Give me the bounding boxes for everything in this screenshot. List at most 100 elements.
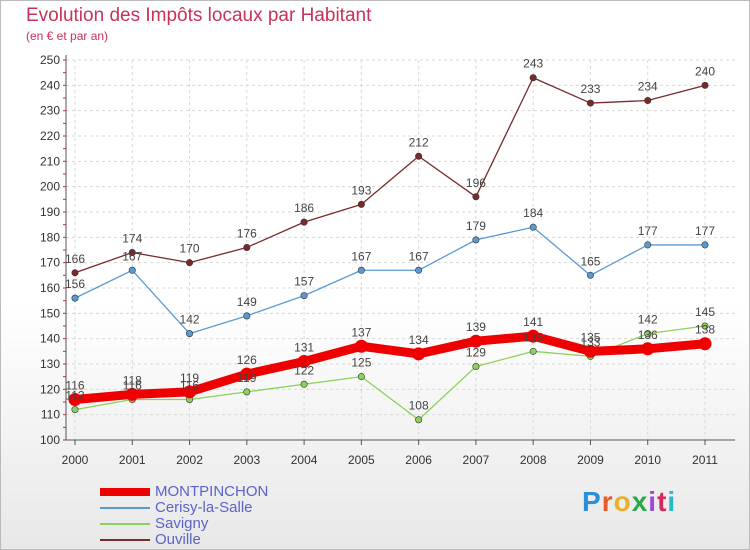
data-label-cerisy-la-salle: 165 bbox=[580, 254, 600, 268]
data-label-savigny: 119 bbox=[237, 371, 256, 385]
legend-label: Ouville bbox=[155, 531, 201, 548]
data-point-montpinchon bbox=[526, 329, 540, 343]
data-point-montpinchon bbox=[469, 334, 483, 348]
y-tick-label: 140 bbox=[40, 332, 60, 346]
data-label-ouville: 196 bbox=[466, 176, 486, 190]
data-point-cerisy-la-salle bbox=[300, 292, 308, 300]
data-label-cerisy-la-salle: 149 bbox=[237, 295, 257, 309]
series-line-montpinchon bbox=[70, 331, 710, 404]
data-point-montpinchon bbox=[641, 342, 655, 356]
data-label-montpinchon: 141 bbox=[523, 315, 543, 329]
series-line-ouville bbox=[74, 77, 706, 274]
y-tick-label: 230 bbox=[40, 104, 60, 118]
x-tick-label: 2009 bbox=[577, 453, 604, 467]
data-point-savigny bbox=[472, 363, 480, 371]
data-point-ouville bbox=[586, 99, 594, 107]
y-tick-label: 210 bbox=[40, 154, 60, 168]
legend-label: Cerisy-la-Salle bbox=[155, 499, 253, 516]
x-tick-label: 2002 bbox=[176, 453, 203, 467]
data-point-cerisy-la-salle bbox=[644, 241, 652, 249]
data-label-savigny: 116 bbox=[180, 378, 199, 392]
data-label-ouville: 186 bbox=[294, 201, 314, 215]
data-point-savigny bbox=[71, 406, 79, 414]
chart-title: Evolution des Impôts locaux par Habitant bbox=[26, 5, 372, 26]
data-point-savigny bbox=[644, 330, 652, 338]
legend-item-savigny: Savigny bbox=[100, 515, 400, 532]
x-tick-label: 2006 bbox=[405, 453, 432, 467]
data-label-savigny: 135 bbox=[523, 330, 543, 344]
data-label-savigny: 116 bbox=[123, 378, 142, 392]
data-point-montpinchon bbox=[698, 337, 712, 351]
legend-swatch-ouville bbox=[100, 539, 150, 541]
x-tick-label: 2007 bbox=[463, 453, 490, 467]
y-tick-label: 160 bbox=[40, 281, 60, 295]
data-label-ouville: 176 bbox=[237, 226, 257, 240]
data-label-ouville: 234 bbox=[638, 80, 658, 94]
data-point-montpinchon bbox=[354, 339, 368, 353]
data-label-cerisy-la-salle: 157 bbox=[294, 275, 314, 289]
data-label-cerisy-la-salle: 156 bbox=[65, 277, 85, 291]
data-point-ouville bbox=[415, 152, 423, 160]
data-label-ouville: 243 bbox=[523, 57, 543, 71]
data-label-montpinchon: 137 bbox=[351, 325, 371, 339]
x-tick-label: 2004 bbox=[291, 453, 318, 467]
legend-item-montpinchon: MONTPINCHON bbox=[100, 483, 400, 500]
x-tick-label: 2005 bbox=[348, 453, 375, 467]
data-point-cerisy-la-salle bbox=[243, 312, 251, 320]
x-tick-label: 2008 bbox=[520, 453, 547, 467]
y-tick-label: 170 bbox=[40, 256, 60, 270]
y-tick-label: 120 bbox=[40, 382, 60, 396]
x-tick-label: 2003 bbox=[233, 453, 260, 467]
data-label-ouville: 212 bbox=[409, 135, 429, 149]
legend-swatch-cerisy-la-salle bbox=[100, 507, 150, 509]
data-label-montpinchon: 119 bbox=[180, 371, 199, 385]
data-point-savigny bbox=[529, 347, 537, 355]
data-point-cerisy-la-salle bbox=[71, 294, 79, 302]
y-tick-label: 130 bbox=[40, 357, 60, 371]
data-point-savigny bbox=[415, 416, 423, 424]
data-point-ouville bbox=[186, 259, 194, 267]
data-label-cerisy-la-salle: 177 bbox=[638, 224, 658, 238]
legend-item-cerisy-la-salle: Cerisy-la-Salle bbox=[100, 499, 400, 516]
data-label-ouville: 174 bbox=[122, 232, 142, 246]
data-label-cerisy-la-salle: 167 bbox=[409, 249, 429, 263]
x-tick-label: 2010 bbox=[634, 453, 661, 467]
y-tick-label: 220 bbox=[40, 129, 60, 143]
data-point-ouville bbox=[529, 74, 537, 82]
data-point-cerisy-la-salle bbox=[357, 266, 365, 274]
data-point-ouville bbox=[243, 243, 251, 251]
data-point-montpinchon bbox=[68, 392, 82, 406]
data-point-montpinchon bbox=[583, 344, 597, 358]
series-line-savigny bbox=[74, 325, 706, 421]
y-tick-label: 200 bbox=[40, 180, 60, 194]
legend-item-ouville: Ouville bbox=[100, 531, 400, 548]
data-label-montpinchon: 139 bbox=[466, 320, 486, 334]
data-point-montpinchon bbox=[125, 387, 139, 401]
data-label-montpinchon: 136 bbox=[638, 328, 658, 342]
data-label-montpinchon: 116 bbox=[65, 378, 84, 392]
data-point-savigny bbox=[243, 388, 251, 396]
data-label-cerisy-la-salle: 167 bbox=[122, 249, 142, 263]
data-point-montpinchon bbox=[412, 347, 426, 361]
chart-grid bbox=[66, 59, 735, 441]
data-label-savigny: 122 bbox=[294, 363, 314, 377]
data-label-cerisy-la-salle: 167 bbox=[351, 249, 371, 263]
legend-label: MONTPINCHON bbox=[155, 483, 269, 500]
data-label-savigny: 129 bbox=[466, 346, 486, 360]
data-label-ouville: 240 bbox=[695, 64, 715, 78]
y-tick-label: 150 bbox=[40, 306, 60, 320]
x-tick-label: 2000 bbox=[62, 453, 89, 467]
data-point-cerisy-la-salle bbox=[586, 271, 594, 279]
data-label-montpinchon: 126 bbox=[237, 353, 257, 367]
data-point-cerisy-la-salle bbox=[128, 266, 136, 274]
data-label-savigny: 112 bbox=[65, 389, 84, 403]
data-point-ouville bbox=[128, 249, 136, 257]
data-point-cerisy-la-salle bbox=[529, 223, 537, 231]
data-label-ouville: 233 bbox=[580, 82, 600, 96]
data-label-montpinchon: 138 bbox=[695, 323, 715, 337]
data-label-savigny: 142 bbox=[638, 313, 658, 327]
data-label-ouville: 170 bbox=[180, 242, 200, 256]
